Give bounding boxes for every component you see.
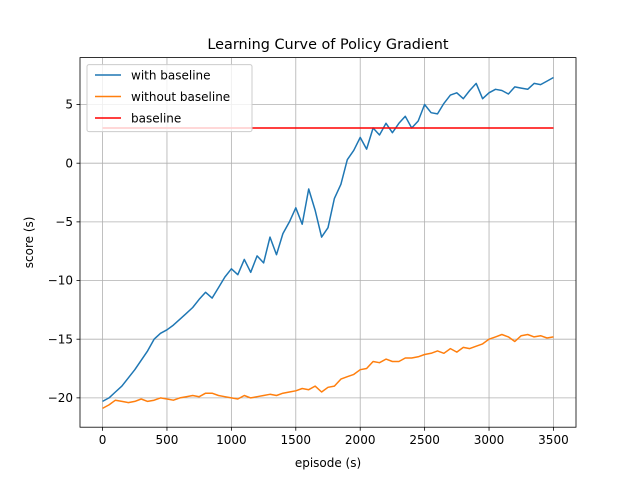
x-tick-label: 1500 bbox=[281, 433, 312, 447]
legend-label-without-baseline: without baseline bbox=[131, 90, 230, 104]
axes-frame bbox=[79, 57, 577, 428]
chart-title: Learning Curve of Policy Gradient bbox=[207, 37, 448, 53]
y-axis-label: score (s) bbox=[22, 217, 36, 269]
x-tick-label: 3000 bbox=[474, 433, 505, 447]
y-tick-label: 5 bbox=[65, 98, 73, 112]
series-line-with-baseline bbox=[102, 76, 554, 403]
x-tick-label: 2500 bbox=[409, 433, 440, 447]
axis-ticks: 0 500 1000 1500 2000 2500 3000 3500 −20 −15 −10 −5 0… bbox=[48, 98, 569, 447]
series-line-without-baseline bbox=[102, 333, 554, 410]
y-tick-label: 0 bbox=[65, 156, 73, 170]
legend: with baseline without baseline baseline bbox=[86, 64, 253, 133]
y-tick-label: −20 bbox=[48, 391, 73, 405]
x-tick-label: 0 bbox=[99, 433, 107, 447]
x-tick-label: 500 bbox=[156, 433, 179, 447]
x-tick-label: 2000 bbox=[345, 433, 376, 447]
legend-label-baseline: baseline bbox=[131, 112, 181, 126]
x-tick-label: 3500 bbox=[538, 433, 569, 447]
y-tick-label: −5 bbox=[55, 215, 73, 229]
x-tick-label: 1000 bbox=[216, 433, 247, 447]
y-tick-label: −10 bbox=[48, 274, 73, 288]
legend-label-with-baseline: with baseline bbox=[131, 69, 211, 83]
y-tick-label: −15 bbox=[48, 332, 73, 346]
x-axis-label: episode (s) bbox=[295, 456, 361, 470]
legend-box bbox=[86, 64, 253, 133]
